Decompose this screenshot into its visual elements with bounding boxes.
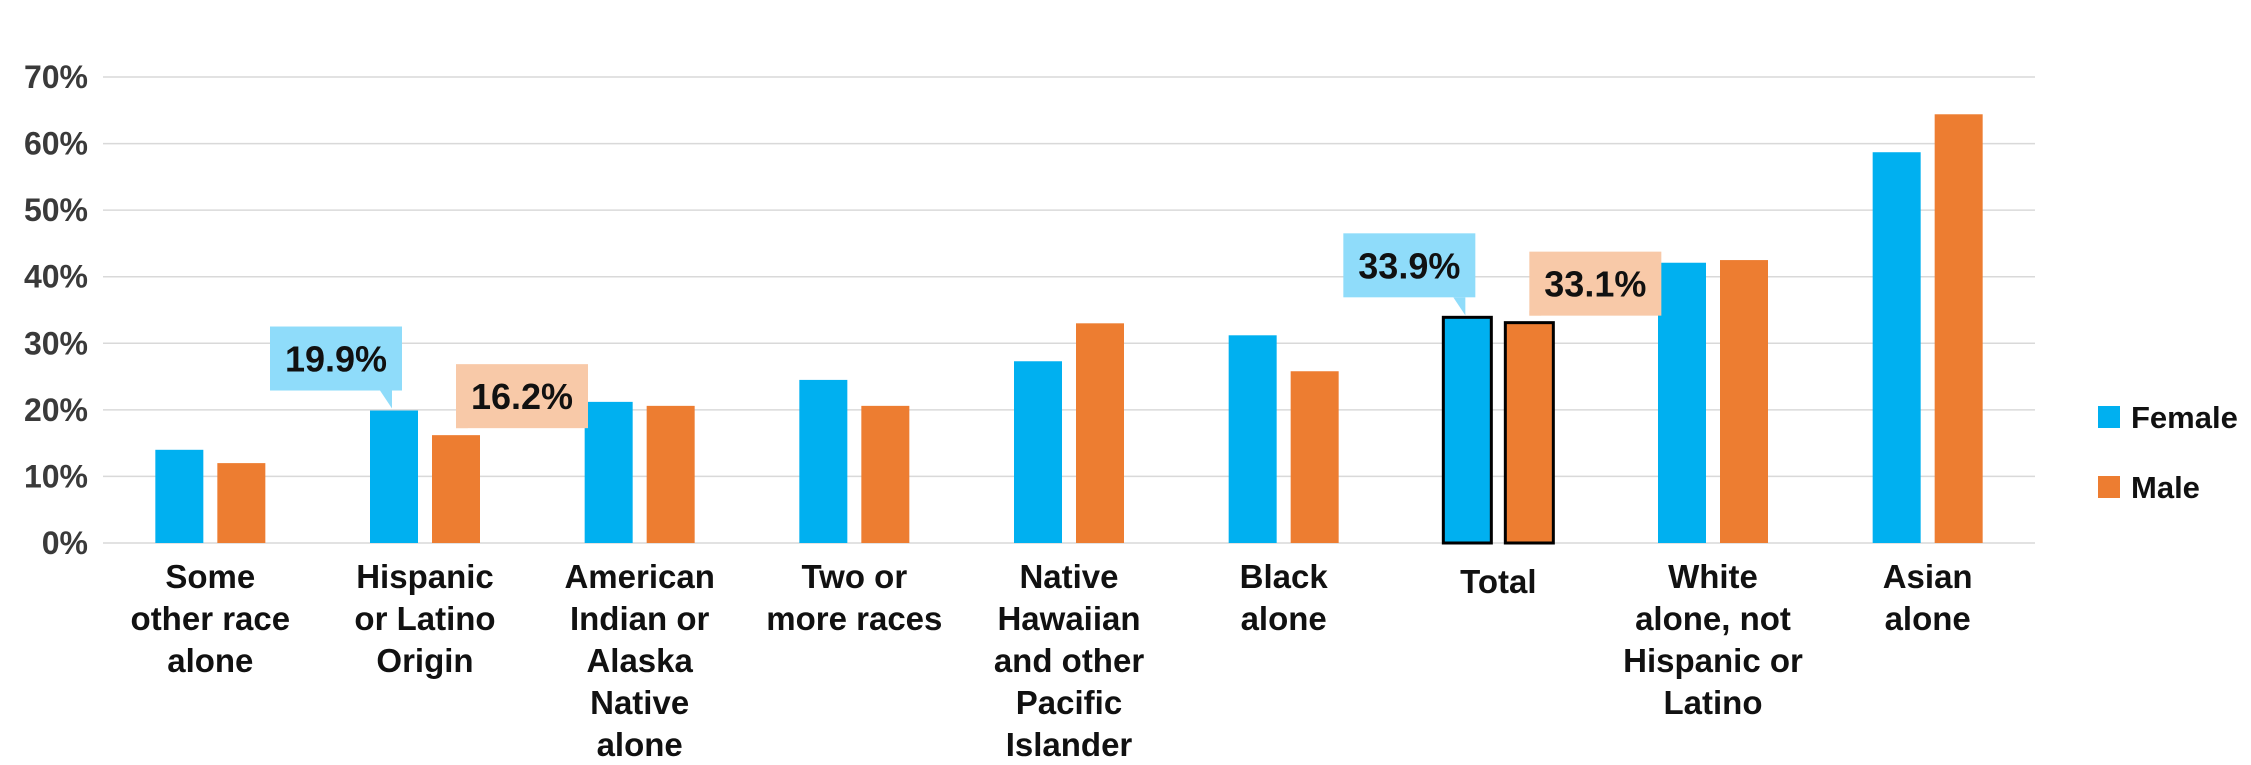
bar-male: [217, 463, 266, 543]
category-label: Two or more races: [766, 558, 942, 637]
bar-female: [155, 449, 204, 543]
bar-male: [432, 435, 480, 543]
bar-female: [1014, 361, 1062, 543]
category-label: White alone, not Hispanic or Latino: [1623, 558, 1803, 721]
bar-male: [646, 405, 695, 543]
callout-pointer: [1453, 297, 1466, 316]
bar-female: [370, 410, 418, 543]
callout-label: 33.9%: [1358, 245, 1460, 286]
legend-swatch-female: [2098, 406, 2120, 428]
callout-label: 19.9%: [285, 339, 387, 380]
bar-female: [1228, 335, 1277, 543]
y-tick-label: 60%: [24, 126, 88, 162]
legend-label-male: Male: [2131, 470, 2200, 505]
legend: Female Male: [2098, 400, 2238, 505]
bar-female: [799, 379, 848, 543]
y-axis-ticks: 0% 10% 20% 30% 40% 50% 60% 70%: [24, 59, 88, 561]
legend-swatch-male: [2098, 476, 2120, 498]
bar-male: [861, 405, 910, 543]
callout-pointer: [380, 390, 392, 409]
category-label: Asian alone: [1883, 558, 1973, 637]
y-tick-label: 70%: [24, 59, 88, 95]
bars: [155, 114, 1983, 545]
category-label: Native Hawaiian and other Pacific Islander: [994, 558, 1144, 763]
y-tick-label: 0%: [42, 525, 88, 561]
callouts: 19.9% 16.2% 33.9% 33.1%: [270, 233, 1662, 429]
category-label: Black alone: [1240, 558, 1329, 637]
callout-label: 16.2%: [471, 376, 573, 417]
y-tick-label: 20%: [24, 392, 88, 428]
bar-female: [584, 401, 633, 543]
bar-male: [1720, 260, 1768, 543]
category-label: American Indian or Alaska Native alone: [564, 558, 714, 763]
callout-box: [1529, 251, 1662, 316]
y-tick-label: 30%: [24, 325, 88, 361]
category-label: Some other race alone: [131, 558, 291, 679]
callout-label: 33.1%: [1544, 264, 1646, 305]
y-tick-label: 10%: [24, 458, 88, 494]
y-tick-label: 50%: [24, 192, 88, 228]
x-axis-categories: Some other race alone Hispanic or Latino Orig…: [131, 558, 1973, 763]
bar-female: [1872, 152, 1921, 543]
category-label: Hispanic or Latino Origin: [354, 558, 495, 679]
bar-male: [1290, 371, 1339, 543]
bar-male: [1503, 321, 1555, 545]
y-tick-label: 40%: [24, 259, 88, 295]
bar-male: [1076, 323, 1124, 543]
bar-male: [1934, 114, 1983, 543]
callout-pointer: [456, 423, 468, 429]
callout-box: [456, 364, 588, 429]
legend-label-female: Female: [2131, 400, 2238, 435]
callout-pointer: [1529, 310, 1542, 316]
gridlines: [103, 76, 2035, 544]
bar-female: [1658, 262, 1706, 543]
category-label-highlight: Total: [1460, 563, 1536, 600]
callout-box: [1343, 233, 1476, 298]
callout-box: [270, 326, 402, 391]
bar-female: [1441, 315, 1493, 545]
